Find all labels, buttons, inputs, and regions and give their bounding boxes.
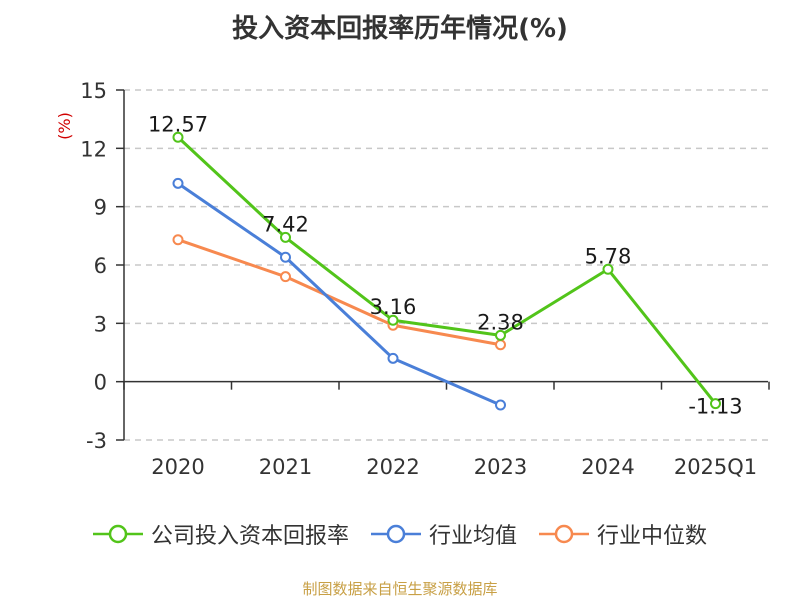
- legend-label-industry-mean: 行业均值: [428, 524, 517, 549]
- data-point-2: [172, 234, 184, 246]
- x-tick-label: 2022: [366, 455, 419, 479]
- data-label: 5.78: [585, 244, 632, 268]
- data-point-1: [387, 352, 399, 364]
- y-tick-label: -3: [86, 429, 107, 453]
- data-point-0: [387, 314, 399, 326]
- chart-legend: 公司投入资本回报率 行业均值 行业中位数: [0, 518, 800, 550]
- legend-swatch-industry-mean: [370, 524, 421, 544]
- data-point-2: [495, 339, 506, 351]
- data-point-1: [495, 399, 506, 411]
- x-tick-label: 2021: [259, 455, 312, 479]
- data-label: 12.57: [148, 112, 208, 136]
- data-point-1: [280, 251, 291, 263]
- legend-item-industry-mean[interactable]: 行业均值: [370, 518, 517, 550]
- series-line-1: [177, 182, 502, 407]
- data-point-0: [710, 398, 721, 410]
- y-tick-label: 6: [94, 254, 107, 278]
- legend-swatch-industry-median: [539, 524, 589, 544]
- data-source-note: 制图数据来自恒生聚源数据库: [302, 580, 498, 598]
- x-tick-label: 2020: [151, 455, 204, 479]
- legend-item-industry-median[interactable]: 行业中位数: [539, 518, 707, 550]
- series-line-0: [176, 136, 717, 405]
- y-tick-label: 15: [80, 79, 107, 103]
- data-label: 2.38: [477, 310, 524, 334]
- data-point-1: [172, 177, 184, 189]
- legend-swatch-company: [92, 524, 143, 544]
- chart-title: 投入资本回报率历年情况(%): [232, 14, 568, 44]
- data-label: -1.13: [688, 395, 742, 419]
- series-line-2: [177, 238, 501, 347]
- data-point-0: [495, 329, 506, 341]
- legend-label-company: 公司投入资本回报率: [150, 524, 349, 549]
- data-point-0: [172, 131, 184, 143]
- legend-item-company[interactable]: 公司投入资本回报率: [92, 518, 349, 550]
- y-tick-label: 9: [94, 196, 107, 220]
- x-tick-label: 2024: [581, 455, 634, 479]
- x-tick-label: 2023: [474, 455, 527, 479]
- y-tick-label: 3: [94, 312, 107, 336]
- data-label: 7.42: [262, 212, 309, 236]
- data-point-0: [280, 231, 291, 243]
- y-tick-label: 12: [80, 137, 107, 161]
- data-point-2: [280, 271, 291, 283]
- x-tick-label: 2025Q1: [674, 455, 757, 479]
- legend-label-industry-median: 行业中位数: [597, 524, 708, 549]
- y-axis-unit-label: (%): [55, 112, 74, 140]
- data-point-0: [602, 263, 614, 275]
- data-label: 3.16: [370, 295, 417, 319]
- y-tick-label: 0: [94, 371, 107, 395]
